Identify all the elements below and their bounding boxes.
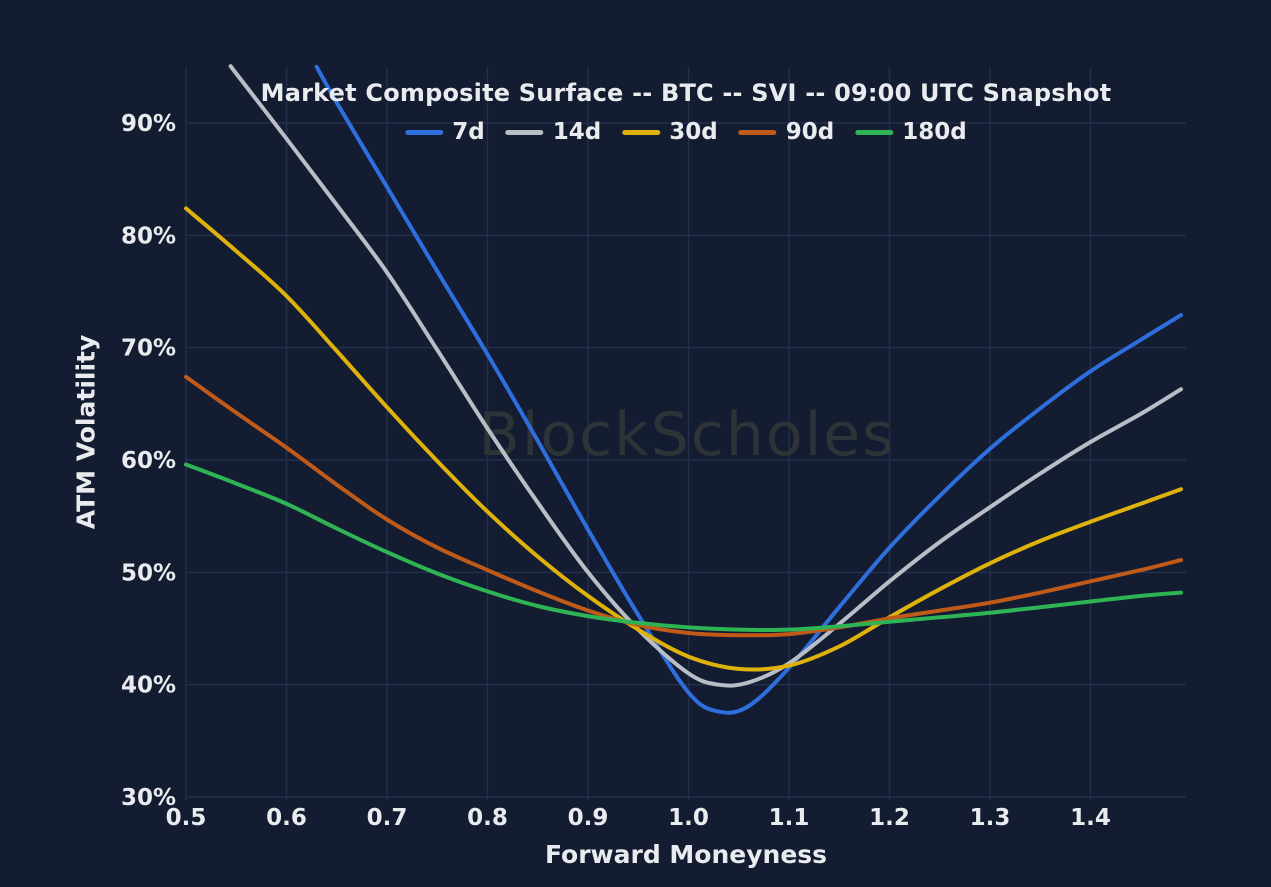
series-line-14d: [228, 64, 1183, 688]
legend: 7d 14d 30d 90d 180d: [405, 119, 967, 145]
legend-label-180d: 180d: [902, 119, 967, 145]
legend-swatch-7d: [405, 129, 444, 135]
x-tick-label: 0.7: [367, 805, 408, 831]
legend-swatch-14d: [505, 129, 544, 135]
x-tick-label: 1.1: [769, 805, 810, 831]
y-tick-label: 40%: [121, 673, 176, 699]
y-tick-label: 30%: [121, 785, 176, 811]
watermark-text: BlockScholes: [479, 400, 896, 470]
legend-swatch-180d: [855, 129, 894, 135]
y-tick-label: 70%: [121, 336, 176, 362]
legend-label-14d: 14d: [552, 119, 602, 145]
x-tick-label: 0.9: [568, 805, 609, 831]
tick-layer: 0.5 0.6 0.7 0.8 0.9 1.0 1.1 1.2 1.3 1.4 30% 40% 50% 6…: [121, 111, 1111, 831]
x-tick-label: 0.8: [467, 805, 508, 831]
y-tick-label: 90%: [121, 111, 176, 137]
legend-item-14d[interactable]: 14d: [505, 119, 602, 145]
legend-item-7d[interactable]: 7d: [405, 119, 485, 145]
x-tick-label: 1.0: [668, 805, 709, 831]
legend-label-90d: 90d: [785, 119, 835, 145]
x-tick-label: 0.5: [166, 805, 207, 831]
series-line-30d: [184, 206, 1183, 672]
series-line-7d: [314, 64, 1183, 715]
series-line-180d: [184, 462, 1183, 632]
x-tick-label: 1.3: [970, 805, 1011, 831]
x-tick-label: 0.6: [266, 805, 307, 831]
legend-swatch-30d: [622, 129, 661, 135]
grid-layer: [185, 66, 1186, 800]
legend-label-7d: 7d: [452, 119, 485, 145]
y-tick-label: 50%: [121, 560, 176, 586]
series-line-90d: [184, 374, 1183, 638]
legend-item-180d[interactable]: 180d: [855, 119, 967, 145]
series-layer: [184, 64, 1183, 715]
chart-title: Market Composite Surface -- BTC -- SVI -…: [260, 79, 1112, 107]
x-axis-title: Forward Moneyness: [544, 840, 828, 869]
legend-item-30d[interactable]: 30d: [622, 119, 718, 145]
y-tick-label: 60%: [121, 448, 176, 474]
legend-swatch-90d: [738, 129, 777, 135]
x-tick-label: 1.4: [1070, 805, 1111, 831]
legend-item-90d[interactable]: 90d: [738, 119, 835, 145]
y-tick-label: 80%: [121, 223, 176, 249]
y-axis-title: ATM Volatility: [71, 334, 101, 530]
legend-label-30d: 30d: [669, 119, 718, 145]
x-tick-label: 1.2: [869, 805, 910, 831]
